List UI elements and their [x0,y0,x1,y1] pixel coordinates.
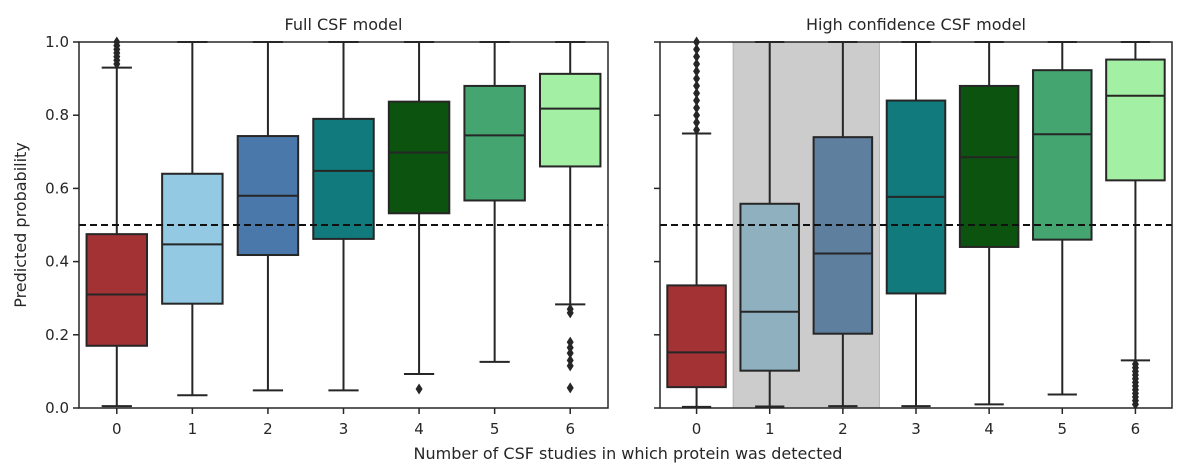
x-tick-label: 6 [1131,420,1141,438]
outlier-point [693,73,701,85]
outlier-point [693,102,701,114]
x-tick-label: 2 [838,420,848,438]
y-tick-label: 0.4 [45,253,69,271]
y-tick-label: 1.0 [45,33,69,51]
outlier-point [693,95,701,107]
y-tick-label: 0.0 [45,399,69,417]
outlier-point [693,109,701,121]
y-axis-label: Predicted probability [11,142,30,308]
box-iqr [958,84,1020,248]
x-tick-label: 5 [490,420,500,438]
box-0 [85,36,149,408]
box-iqr [161,172,224,305]
chart-panel-1: 0 1 2 3 4 5 6 High confidence CSF model [654,15,1173,438]
box-iqr [739,202,800,372]
box-5 [463,41,526,363]
box-iqr [387,100,451,215]
x-tick-label: 1 [188,420,198,438]
chart-panel-0: 0 1 2 3 4 5 6 0.0 0.2 0.4 0.6 0.8 1.0 Full CSF model [45,15,609,438]
outlier-point [693,124,701,136]
outlier-point [566,307,574,319]
box-1 [739,41,800,408]
outlier-point [566,382,574,394]
box-iqr [538,72,602,168]
chart-title: Full CSF model [285,15,403,34]
x-tick-label: 4 [414,420,424,438]
x-tick-label: 2 [263,420,273,438]
box-iqr [85,233,149,347]
y-tick-label: 0.6 [45,179,69,197]
outlier-point [693,51,701,63]
outlier-point [693,117,701,129]
box-4 [958,41,1020,406]
outlier-point [693,43,701,55]
box-iqr [1105,58,1166,182]
box-2 [236,41,300,392]
box-iqr [312,117,375,240]
chart-title: High confidence CSF model [806,15,1026,34]
outlier-point [1131,398,1139,410]
box-3 [885,41,947,408]
x-tick-label: 0 [112,420,122,438]
outlier-point [693,80,701,92]
x-tick-label: 0 [692,420,702,438]
x-axis-label: Number of CSF studies in which protein w… [414,444,843,463]
x-tick-label: 6 [565,420,575,438]
box-3 [312,41,375,392]
box-5 [1032,41,1093,396]
x-tick-label: 3 [911,420,921,438]
box-6 [538,41,602,394]
box-iqr [666,284,727,389]
box-4 [387,41,451,395]
x-tick-label: 3 [339,420,349,438]
box-1 [161,41,224,397]
x-tick-label: 4 [984,420,994,438]
box-iqr [1032,69,1093,241]
y-tick-label: 0.8 [45,106,69,124]
box-6 [1105,41,1166,410]
outlier-point [566,347,574,359]
outlier-point [693,58,701,70]
box-2 [812,41,874,408]
outlier-point [693,65,701,77]
y-tick-label: 0.2 [45,326,69,344]
outlier-point [693,87,701,99]
outlier-point [566,360,574,372]
x-tick-label: 1 [765,420,775,438]
box-iqr [812,136,874,335]
box-0 [666,36,727,408]
outlier-point [415,383,423,395]
box-iqr [463,84,526,202]
x-tick-label: 5 [1058,420,1068,438]
